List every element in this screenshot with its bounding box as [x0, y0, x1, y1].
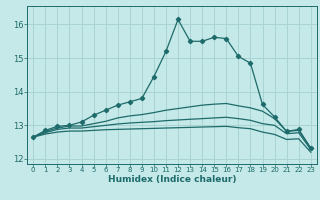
- X-axis label: Humidex (Indice chaleur): Humidex (Indice chaleur): [108, 175, 236, 184]
